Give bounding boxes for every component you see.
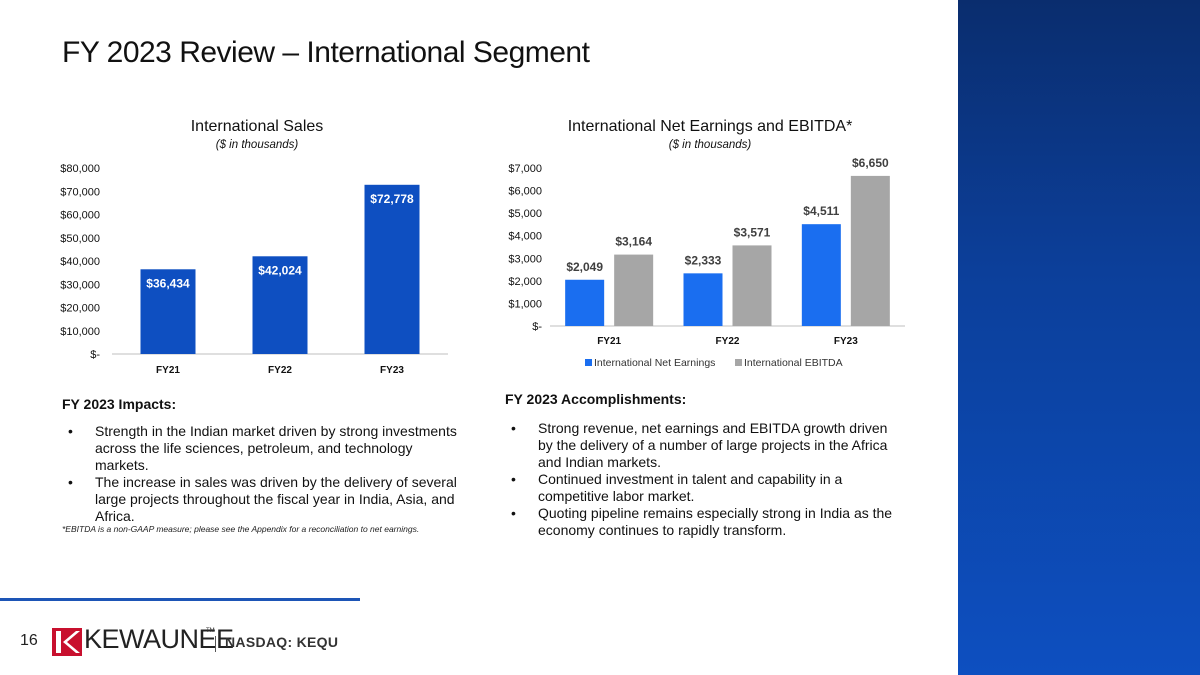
y-tick-label: $- bbox=[90, 349, 100, 361]
legend-swatch-net-earnings bbox=[585, 359, 592, 366]
y-tick-label: $2,000 bbox=[508, 276, 542, 288]
y-tick-label: $10,000 bbox=[60, 326, 100, 338]
net-earnings-bar bbox=[801, 224, 841, 326]
legend-swatch-ebitda bbox=[735, 359, 742, 366]
list-item: Continued investment in talent and capab… bbox=[505, 471, 905, 505]
y-tick-label: $1,000 bbox=[508, 298, 542, 310]
accomplishments-heading: FY 2023 Accomplishments: bbox=[505, 391, 687, 407]
net-earnings-bar bbox=[565, 279, 605, 326]
ebitda-bar bbox=[732, 245, 772, 326]
stock-ticker: NASDAQ: KEQU bbox=[225, 634, 339, 650]
list-item: Strong revenue, net earnings and EBITDA … bbox=[505, 420, 905, 471]
y-tick-label: $20,000 bbox=[60, 303, 100, 315]
x-tick-label: FY21 bbox=[597, 336, 621, 347]
list-item: Strength in the Indian market driven by … bbox=[62, 423, 467, 474]
net-earnings-data-label: $2,333 bbox=[685, 253, 722, 267]
accomplishments-list: Strong revenue, net earnings and EBITDA … bbox=[505, 420, 905, 539]
x-tick-label: FY21 bbox=[156, 365, 180, 376]
impacts-heading: FY 2023 Impacts: bbox=[62, 396, 177, 412]
earnings-ebitda-bar-chart: $- $1,000 $2,000 $3,000 $4,000 $5,000 $6,000 $7… bbox=[508, 156, 905, 369]
sales-bar bbox=[252, 256, 308, 354]
sales-chart-subtitle: ($ in thousands) bbox=[215, 139, 299, 151]
legend-label-net-earnings: International Net Earnings bbox=[594, 357, 715, 369]
trademark-mark: TM bbox=[206, 628, 215, 634]
y-tick-label: $40,000 bbox=[60, 256, 100, 268]
net-earnings-data-label: $4,511 bbox=[803, 204, 839, 218]
y-tick-label: $- bbox=[532, 321, 542, 333]
footer-divider bbox=[0, 598, 360, 601]
footer-separator bbox=[215, 636, 216, 652]
list-item: The increase in sales was driven by the … bbox=[62, 474, 467, 525]
y-tick-label: $50,000 bbox=[60, 233, 100, 245]
x-tick-label: FY22 bbox=[268, 365, 292, 376]
ebitda-footnote: *EBITDA is a non-GAAP measure; please se… bbox=[62, 524, 420, 534]
y-tick-label: $30,000 bbox=[60, 279, 100, 291]
sales-bar bbox=[140, 269, 196, 354]
y-tick-label: $70,000 bbox=[60, 186, 100, 198]
y-tick-label: $7,000 bbox=[508, 163, 542, 175]
earnings-chart-subtitle: ($ in thousands) bbox=[668, 139, 752, 151]
page-title: FY 2023 Review – International Segment bbox=[62, 36, 590, 69]
sales-chart-title: International Sales bbox=[190, 118, 324, 135]
sales-data-label: $72,778 bbox=[370, 192, 414, 206]
y-tick-label: $4,000 bbox=[508, 231, 542, 243]
y-tick-label: $80,000 bbox=[60, 163, 100, 175]
x-tick-label: FY23 bbox=[380, 365, 404, 376]
impacts-list: Strength in the Indian market driven by … bbox=[62, 423, 467, 525]
kewaunee-logo-icon bbox=[52, 628, 82, 656]
y-tick-label: $6,000 bbox=[508, 186, 542, 198]
ebitda-data-label: $3,571 bbox=[734, 225, 771, 239]
ebitda-data-label: $3,164 bbox=[615, 235, 652, 249]
sales-data-label: $36,434 bbox=[146, 276, 190, 290]
ebitda-bar bbox=[614, 254, 654, 326]
net-earnings-bar bbox=[683, 273, 723, 326]
decorative-sidebar bbox=[958, 0, 1200, 675]
page-number: 16 bbox=[20, 632, 38, 649]
sales-bar bbox=[364, 184, 420, 354]
x-tick-label: FY23 bbox=[834, 336, 858, 347]
y-tick-label: $3,000 bbox=[508, 253, 542, 265]
list-item: Quoting pipeline remains especially stro… bbox=[505, 505, 905, 539]
sales-data-label: $42,024 bbox=[258, 263, 302, 277]
earnings-chart-title: International Net Earnings and EBITDA* bbox=[567, 118, 853, 135]
y-tick-label: $5,000 bbox=[508, 208, 542, 220]
ebitda-bar bbox=[850, 175, 890, 326]
x-tick-label: FY22 bbox=[716, 336, 740, 347]
y-tick-label: $60,000 bbox=[60, 210, 100, 222]
net-earnings-data-label: $2,049 bbox=[566, 260, 603, 274]
ebitda-data-label: $6,650 bbox=[852, 156, 889, 170]
brand-name: KEWAUNEE bbox=[84, 624, 234, 654]
legend-label-ebitda: International EBITDA bbox=[744, 357, 843, 369]
sales-bar-chart: $- $10,000 $20,000 $30,000 $40,000 $50,000 $60… bbox=[60, 163, 448, 376]
